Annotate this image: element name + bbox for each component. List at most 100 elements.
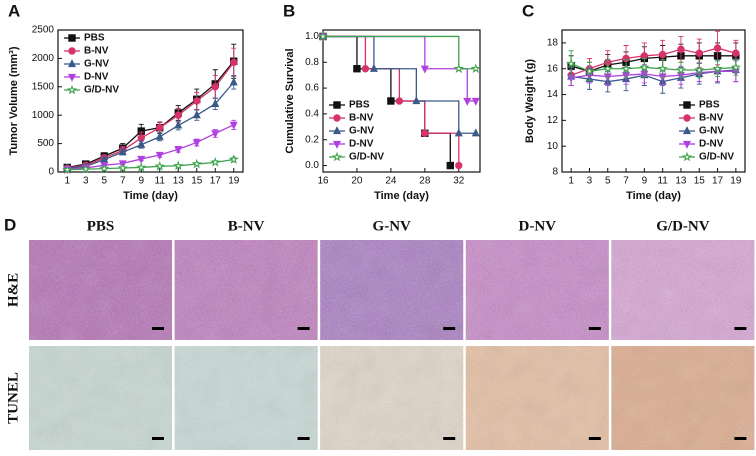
y-tick-label: 0	[48, 167, 54, 178]
micrograph-texture	[611, 240, 755, 340]
marker	[453, 63, 464, 74]
y-tick-label: 1.0	[305, 31, 319, 42]
marker	[317, 31, 329, 41]
legend-marker	[67, 73, 77, 82]
y-tick-label: 0.6	[305, 83, 319, 94]
column-label: D-NV	[519, 218, 557, 234]
x-tick-label: 3	[587, 176, 593, 187]
marker	[420, 65, 429, 74]
marker	[732, 49, 740, 57]
marker	[211, 130, 220, 139]
x-axis-label: Time (day)	[374, 190, 429, 202]
marker	[369, 63, 378, 72]
scale-bar	[734, 327, 747, 330]
micrograph-texture	[465, 346, 609, 450]
marker	[602, 63, 613, 74]
panel-label: D	[4, 215, 16, 234]
marker	[471, 128, 480, 137]
y-tick-label: 0.2	[305, 134, 319, 145]
micrograph-texture	[320, 346, 464, 450]
panel-label: C	[522, 1, 534, 20]
marker	[193, 97, 201, 105]
marker	[117, 162, 128, 173]
micrograph-texture	[174, 346, 318, 450]
marker	[639, 62, 650, 72]
marker	[156, 123, 164, 132]
marker	[173, 160, 184, 171]
legend-marker	[332, 126, 342, 135]
legend-label: B-NV	[349, 113, 374, 124]
scale-bar	[297, 437, 310, 440]
marker	[446, 161, 454, 170]
y-tick-label: 16	[547, 63, 559, 74]
marker	[137, 139, 146, 148]
marker	[99, 163, 110, 173]
marker	[118, 147, 127, 156]
legend-marker	[682, 126, 692, 135]
survival-line	[323, 35, 476, 70]
legend-label: B-NV	[84, 46, 109, 57]
marker	[657, 63, 668, 74]
y-tick-label: 0.0	[305, 160, 319, 171]
legend-label: G-NV	[349, 126, 374, 137]
y-tick-label: 1500	[32, 81, 55, 92]
legend-marker	[333, 114, 341, 122]
series-line	[570, 55, 736, 72]
marker	[228, 154, 239, 164]
x-tick-label: 13	[675, 176, 687, 187]
legend-label: PBS	[699, 100, 720, 111]
marker	[174, 111, 182, 119]
scale-bar	[588, 327, 601, 330]
legend-label: G/D-NV	[349, 152, 384, 163]
y-tick-label: 0.8	[305, 57, 319, 68]
y-tick-label: 500	[37, 138, 54, 149]
x-tick-label: 5	[101, 176, 107, 187]
marker	[174, 146, 183, 155]
micrograph-texture	[465, 240, 609, 340]
marker	[695, 49, 703, 57]
marker	[387, 97, 395, 105]
marker	[620, 63, 632, 74]
micrograph-texture	[174, 240, 318, 340]
legend-label: G-NV	[699, 126, 724, 137]
series-line	[67, 61, 235, 169]
y-tick-label: 2000	[32, 53, 55, 64]
scale-bar	[297, 327, 310, 330]
marker	[712, 63, 723, 74]
x-tick-label: 11	[155, 176, 166, 187]
series-line	[67, 158, 234, 171]
legend-label: D-NV	[699, 139, 724, 150]
x-tick-label: 24	[385, 176, 397, 187]
legend-marker	[66, 84, 78, 95]
scale-bar	[152, 437, 164, 440]
column-label: G/D-NV	[656, 218, 709, 234]
x-axis-label: Time (day)	[123, 190, 178, 202]
micrograph-texture	[611, 346, 755, 450]
marker	[730, 62, 742, 72]
marker	[470, 63, 481, 74]
scale-bar	[152, 327, 164, 330]
micrograph-texture	[29, 346, 172, 450]
x-tick-label: 20	[351, 176, 363, 187]
marker	[421, 129, 429, 137]
marker	[658, 50, 667, 59]
x-tick-label: 5	[605, 176, 611, 187]
plot-frame	[322, 29, 481, 173]
y-tick-label: 12	[547, 115, 559, 126]
micrograph-texture	[320, 240, 464, 340]
x-tick-label: 9	[642, 176, 648, 187]
marker	[210, 156, 221, 167]
series-line	[67, 60, 235, 169]
marker	[412, 96, 421, 105]
marker	[230, 58, 238, 67]
y-axis-label: Cumulative Survival	[284, 48, 296, 153]
x-tick-label: 32	[453, 176, 465, 187]
survival-line	[323, 35, 476, 134]
legend-marker	[333, 101, 341, 109]
legend-marker	[68, 47, 76, 55]
x-tick-label: 19	[228, 176, 240, 187]
x-tick-label: 17	[712, 176, 724, 187]
marker	[62, 164, 73, 175]
legend-marker	[681, 151, 693, 162]
legend-marker	[683, 114, 691, 122]
